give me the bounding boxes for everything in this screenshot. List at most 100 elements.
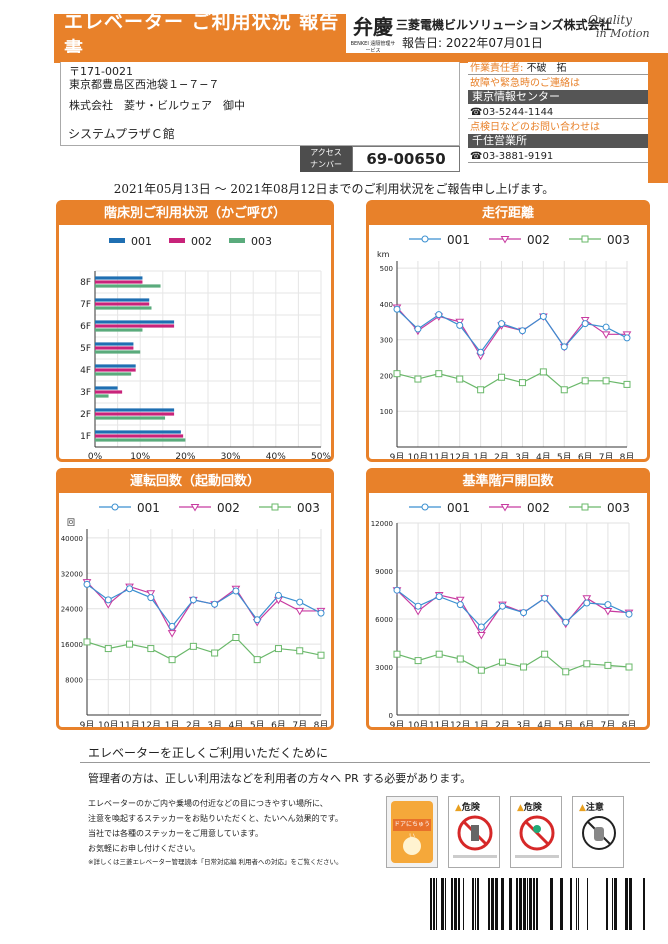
sticker-danger-1-label: 危険: [461, 803, 480, 813]
barcode-bar: [495, 878, 498, 930]
bar-001-3F: [95, 386, 118, 390]
x-tick-label: 12月: [450, 452, 470, 459]
y-unit-label: km: [377, 250, 390, 259]
bar-001-1F: [95, 430, 181, 434]
notice-footnote: ※詳しくは三菱エレベーター管理読本「日常対応編 利用者への対応」をご覧ください。: [88, 858, 343, 866]
y-tick-label: 6000: [375, 616, 393, 624]
x-tick-label: 8月: [314, 720, 329, 727]
benkei-logo: 弁慶: [353, 15, 393, 39]
point-003-11月: [435, 370, 443, 378]
point-003-5月: [562, 668, 570, 676]
point-001-7月: [296, 598, 304, 606]
legend-marker-003: [581, 235, 589, 243]
x-tick-label: 0%: [88, 452, 103, 459]
x-tick-label: 1月: [474, 720, 489, 727]
x-tick-label: 1月: [165, 720, 180, 727]
barcode-bar: [533, 878, 535, 930]
address-line: 東京都豊島区西池袋１−７−７: [69, 78, 220, 91]
floor-chart: 001 002 003 0% 10% 20% 30% 40% 50% 1F 2F 3F 4F 5F 6F 7F…: [80, 235, 331, 459]
legend-swatch-002: [169, 238, 185, 243]
barcode-bar: [527, 878, 528, 930]
legend-marker-002: [500, 504, 510, 512]
point-003-9月: [83, 638, 91, 646]
notice-body-4: お気軽にお申し付けください。: [88, 844, 200, 853]
barcode-bar: [643, 878, 645, 930]
bar-003-3F: [95, 394, 109, 398]
access-label-2: ナンバー: [310, 160, 342, 169]
legend-swatch-003: [229, 238, 245, 243]
barcode-bar: [441, 878, 444, 930]
point-003-2月: [498, 658, 506, 666]
bar-003-4F: [95, 372, 132, 376]
bar-003-6F: [95, 328, 143, 332]
report-title: エレベーター ご利用状況 報告書: [54, 11, 346, 60]
legend-marker-001: [421, 503, 429, 511]
barcode-bar: [606, 878, 608, 930]
floor-chart-title: 階床別ご利用状況（かご呼び）: [59, 203, 331, 225]
barcode-bar: [433, 878, 435, 930]
sticker-danger-2-label: 危険: [523, 803, 542, 813]
emergency-center: 東京情報センター: [468, 90, 648, 104]
notice-divider: [80, 762, 650, 763]
point-001-5月: [562, 618, 570, 626]
notice-body-1: エレベーターのかご内や乗場の付近などの目につきやすい場所に、: [88, 799, 328, 808]
legend-label-003: 003: [297, 501, 320, 515]
y-tick-label: 5F: [80, 344, 91, 354]
brand-logo: Quality in Motion: [588, 14, 654, 54]
door-chart: 001 002 003 0 3000 6000 9000 12000 9月 10月 11月 12月 1月…: [371, 501, 637, 727]
manager-row: 作業責任者: 不破 拓: [468, 62, 648, 75]
barcode-bar: [612, 878, 613, 930]
prohibition-icon: [457, 815, 493, 851]
x-tick-label: 7月: [292, 720, 307, 727]
legend-label-002: 002: [191, 235, 212, 248]
hand-prohibited-icon: [582, 816, 616, 850]
x-tick-label: 30%: [221, 452, 241, 459]
warning-triangle-icon: ▲: [455, 803, 462, 813]
x-tick-label: 9月: [390, 452, 405, 459]
x-tick-label: 9月: [390, 720, 405, 727]
x-tick-label: 4月: [229, 720, 244, 727]
bar-003-8F: [95, 284, 161, 288]
distance-chart: 001 002 003 km 100 200 300 400 500 9月 10月 11月 12月 1月 2…: [377, 233, 634, 459]
point-001-3月: [518, 327, 526, 335]
y-tick-label: 24000: [61, 606, 83, 614]
bar-002-8F: [95, 280, 143, 284]
barcode-bar: [451, 878, 453, 930]
y-tick-label: 500: [380, 265, 393, 273]
x-tick-label: 4月: [536, 452, 551, 459]
point-003-4月: [541, 650, 549, 658]
y-tick-label: 6F: [80, 322, 91, 332]
y-tick-label: 3000: [375, 664, 393, 672]
barcode-bar: [516, 878, 518, 930]
x-tick-label: 9月: [80, 720, 95, 727]
x-tick-label: 8月: [622, 720, 637, 727]
notice-body-3: 当社では各種のステッカーをご用意しています。: [88, 829, 263, 838]
y-unit-label: 回: [67, 518, 75, 527]
manager-label: 作業責任者:: [470, 63, 524, 74]
warning-triangle-icon: ▲: [517, 803, 524, 813]
point-001-4月: [539, 312, 547, 320]
point-003-12月: [456, 655, 464, 663]
x-tick-label: 10月: [98, 720, 118, 727]
point-002-12月: [146, 590, 156, 598]
bar-003-7F: [95, 306, 152, 310]
notice-lead: 管理者の方は、正しい利用法などを利用者の方々へ PR する必要があります。: [88, 772, 472, 785]
x-tick-label: 50%: [311, 452, 331, 459]
building-name: システムプラザＣ館: [68, 127, 175, 141]
point-002-7月: [601, 331, 611, 339]
x-tick-label: 3月: [516, 720, 531, 727]
barcode-bar: [536, 878, 538, 930]
point-003-7月: [604, 661, 612, 669]
barcode-bar: [560, 878, 563, 930]
point-001-3月: [211, 600, 219, 608]
bar-001-4F: [95, 364, 136, 368]
point-001-11月: [126, 585, 134, 593]
x-tick-label: 6月: [579, 720, 594, 727]
y-tick-label: 4F: [80, 366, 91, 376]
sticker-danger-1: ▲危険: [448, 796, 500, 868]
operations-chart-panel: 運転回数（起動回数） 001 002 003 回 8000 16000 24000 32000…: [56, 468, 334, 730]
point-001-10月: [104, 596, 112, 604]
y-tick-label: 9000: [375, 568, 393, 576]
bar-002-3F: [95, 390, 123, 394]
barcode-bar: [463, 878, 464, 930]
